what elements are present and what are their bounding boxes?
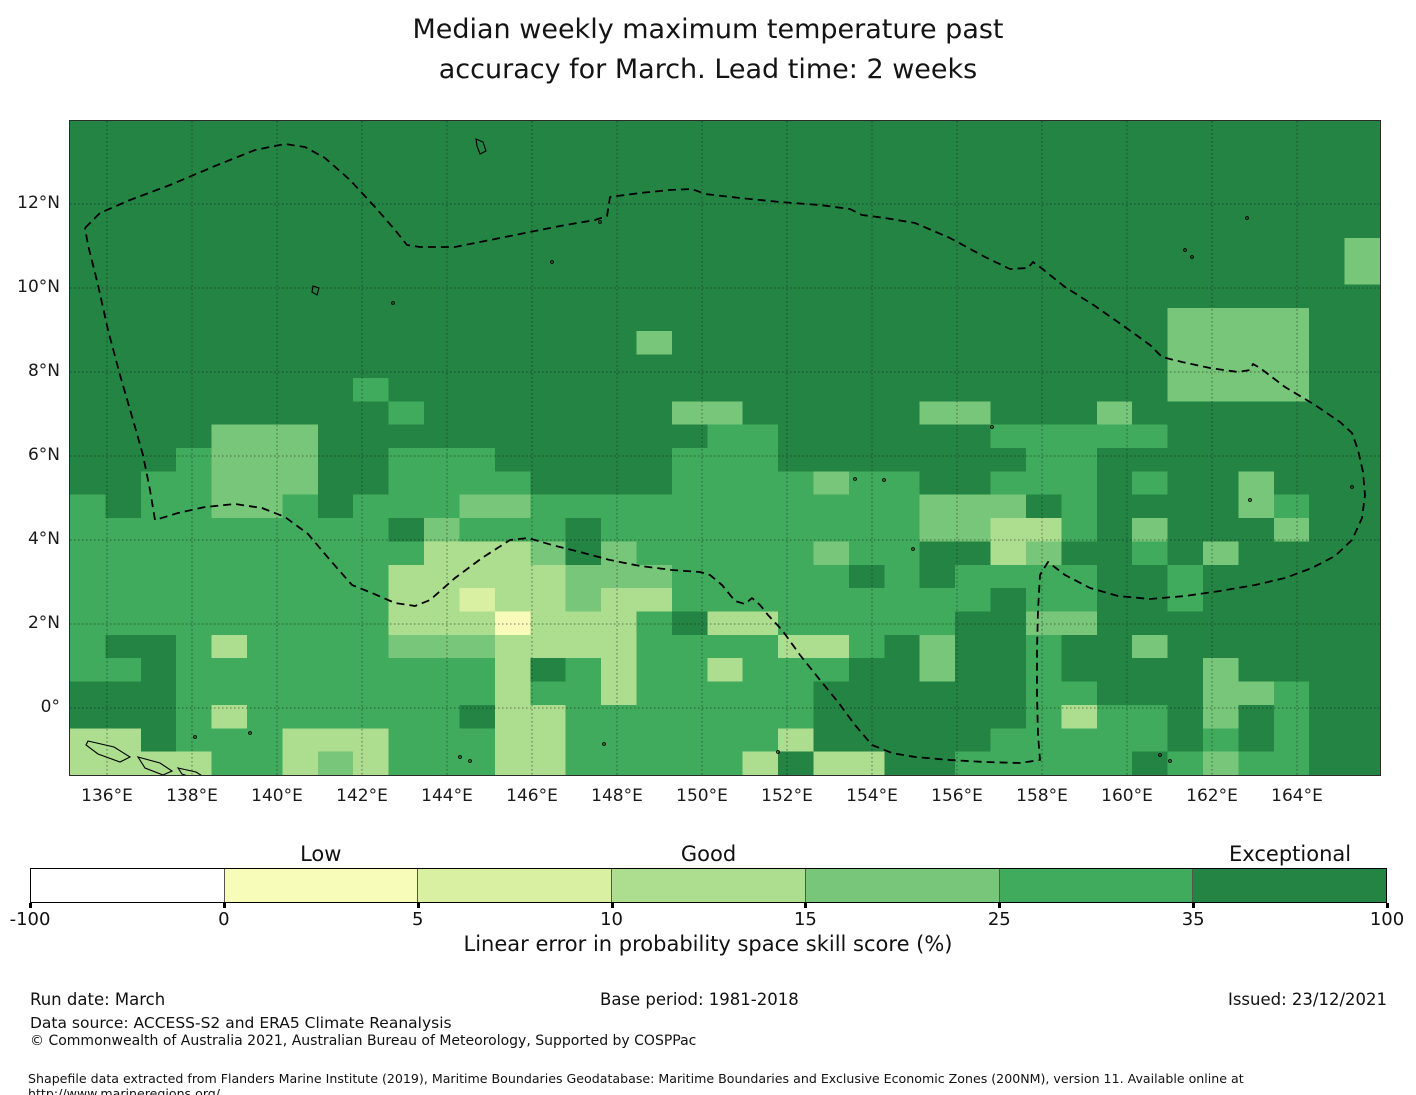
x-tick-label: 164°E [1271, 786, 1323, 806]
island-outlines [85, 138, 1354, 775]
colorbar-segment [1193, 869, 1387, 902]
colorbar-tick-value: 5 [411, 909, 424, 930]
x-tick-label: 162°E [1186, 786, 1238, 806]
y-tick-label: 12°N [17, 193, 60, 213]
x-tick-label: 152°E [761, 786, 813, 806]
chart-title: Median weekly maximum temperature past a… [0, 10, 1416, 90]
colorbar-category-label: Low [300, 842, 342, 866]
colorbar-tick-mark [1192, 903, 1196, 908]
x-tick-label: 150°E [676, 786, 728, 806]
issued-date-text: Issued: 23/12/2021 [1227, 990, 1387, 1009]
colorbar-segment [224, 869, 419, 902]
colorbar [30, 868, 1387, 903]
colorbar-tick-mark [998, 903, 1002, 908]
x-tick-label: 148°E [591, 786, 643, 806]
colorbar-segment [612, 869, 806, 902]
base-period-text: Base period: 1981-2018 [600, 990, 799, 1009]
colorbar-tick-mark [222, 903, 226, 908]
colorbar-tick-value: 100 [1369, 909, 1405, 930]
x-tick-label: 160°E [1101, 786, 1153, 806]
colorbar-segment [999, 869, 1194, 902]
colorbar-tick-value: 0 [218, 909, 230, 930]
colorbar-tick-value: 10 [600, 909, 624, 930]
colorbar-tick-mark [610, 903, 614, 908]
y-tick-label: 10°N [17, 277, 60, 297]
colorbar-tick-mark [804, 903, 808, 908]
colorbar-tick-value: -100 [9, 909, 51, 930]
x-tick-label: 158°E [1016, 786, 1068, 806]
x-tick-label: 138°E [166, 786, 218, 806]
colorbar-tick-mark [416, 903, 420, 908]
x-tick-label: 156°E [931, 786, 983, 806]
colorbar-segment [31, 869, 225, 902]
heatmap-cells [70, 121, 1380, 775]
x-tick-label: 142°E [336, 786, 388, 806]
colorbar-tick-value: 25 [987, 909, 1011, 930]
y-tick-label: 6°N [27, 445, 60, 465]
data-source-text: Data source: ACCESS-S2 and ERA5 Climate … [30, 1014, 452, 1032]
map-plot-area [69, 120, 1381, 776]
colorbar-category-label: Exceptional [1229, 842, 1352, 866]
x-tick-label: 144°E [421, 786, 473, 806]
x-tick-label: 140°E [251, 786, 303, 806]
colorbar-tick-mark [1386, 903, 1389, 908]
y-tick-label: 4°N [27, 529, 60, 549]
x-tick-label: 136°E [81, 786, 133, 806]
map-canvas [70, 121, 1380, 775]
graticule-lines [70, 121, 1380, 775]
chart-title-line2: accuracy for March. Lead time: 2 weeks [438, 54, 978, 85]
x-tick-label: 146°E [506, 786, 558, 806]
x-tick-label: 154°E [846, 786, 898, 806]
y-tick-label: 0° [40, 697, 60, 717]
colorbar-category-label: Good [680, 842, 737, 866]
colorbar-tick-mark [29, 903, 32, 908]
copyright-text: © Commonwealth of Australia 2021, Austra… [30, 1033, 697, 1049]
colorbar-tick-value: 35 [1181, 909, 1205, 930]
colorbar-tick-value: 15 [793, 909, 817, 930]
y-tick-label: 8°N [27, 361, 60, 381]
chart-title-line1: Median weekly maximum temperature past [412, 14, 1004, 45]
run-date-text: Run date: March [30, 990, 166, 1009]
shapefile-note-text: Shapefile data extracted from Flanders M… [28, 1071, 1244, 1095]
colorbar-segment [805, 869, 1000, 902]
y-tick-label: 2°N [27, 613, 60, 633]
colorbar-segment [418, 869, 613, 902]
colorbar-axis-label: Linear error in probability space skill … [463, 932, 953, 956]
